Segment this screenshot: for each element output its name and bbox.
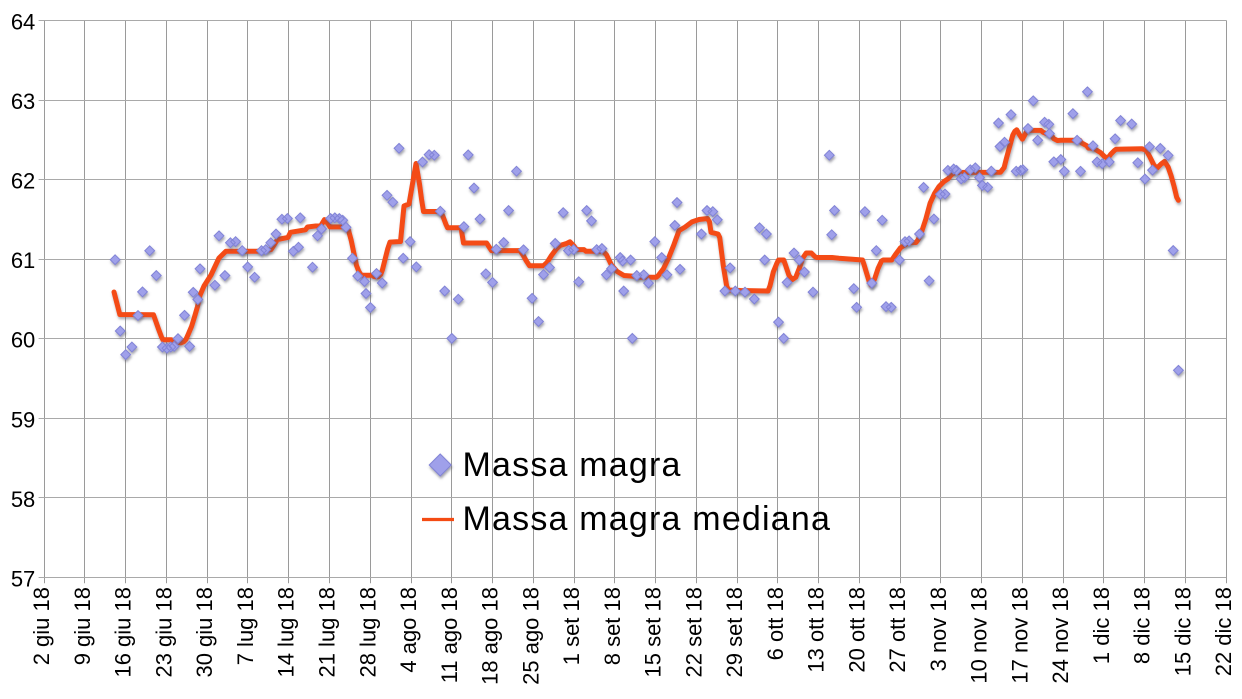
svg-text:30 giu 18: 30 giu 18 (192, 587, 217, 678)
svg-text:1 dic 18: 1 dic 18 (1089, 587, 1114, 664)
svg-text:18 ago 18: 18 ago 18 (478, 587, 503, 685)
svg-text:60: 60 (11, 328, 35, 353)
svg-text:Massa magra mediana: Massa magra mediana (463, 500, 832, 538)
svg-text:64: 64 (11, 9, 35, 34)
svg-text:1 set 18: 1 set 18 (559, 587, 584, 665)
svg-text:24 nov 18: 24 nov 18 (1048, 587, 1073, 684)
svg-text:8 dic 18: 8 dic 18 (1130, 587, 1155, 664)
svg-text:27 ott 18: 27 ott 18 (885, 587, 910, 673)
svg-text:28 lug 18: 28 lug 18 (355, 587, 380, 678)
svg-text:15 set 18: 15 set 18 (641, 587, 666, 678)
svg-text:23 giu 18: 23 giu 18 (152, 587, 177, 678)
svg-text:57: 57 (11, 567, 35, 592)
svg-text:22 set 18: 22 set 18 (681, 587, 706, 678)
svg-text:25 ago 18: 25 ago 18 (518, 587, 543, 685)
svg-text:58: 58 (11, 487, 35, 512)
svg-text:16 giu 18: 16 giu 18 (111, 587, 136, 678)
svg-text:59: 59 (11, 407, 35, 432)
svg-text:4 ago 18: 4 ago 18 (396, 587, 421, 673)
svg-text:Massa magra: Massa magra (463, 446, 682, 484)
svg-text:63: 63 (11, 89, 35, 114)
svg-text:11 ago 18: 11 ago 18 (437, 587, 462, 683)
svg-text:62: 62 (11, 169, 35, 194)
svg-text:6 ott 18: 6 ott 18 (763, 587, 788, 660)
svg-text:61: 61 (11, 248, 35, 273)
svg-text:2 giu 18: 2 giu 18 (29, 587, 54, 665)
svg-text:17 nov 18: 17 nov 18 (1007, 587, 1032, 684)
svg-text:15 dic 18: 15 dic 18 (1170, 587, 1195, 676)
svg-text:8 set 18: 8 set 18 (600, 587, 625, 665)
svg-text:9 giu 18: 9 giu 18 (70, 587, 95, 665)
svg-text:3 nov 18: 3 nov 18 (926, 587, 951, 671)
svg-text:29 set 18: 29 set 18 (722, 587, 747, 678)
svg-text:13 ott 18: 13 ott 18 (804, 587, 829, 673)
svg-text:10 nov 18: 10 nov 18 (967, 587, 992, 684)
svg-text:22 dic 18: 22 dic 18 (1211, 587, 1236, 676)
svg-text:20 ott 18: 20 ott 18 (844, 587, 869, 673)
svg-text:14 lug 18: 14 lug 18 (274, 587, 299, 678)
svg-text:21 lug 18: 21 lug 18 (315, 587, 340, 678)
svg-text:7 lug 18: 7 lug 18 (233, 587, 258, 665)
